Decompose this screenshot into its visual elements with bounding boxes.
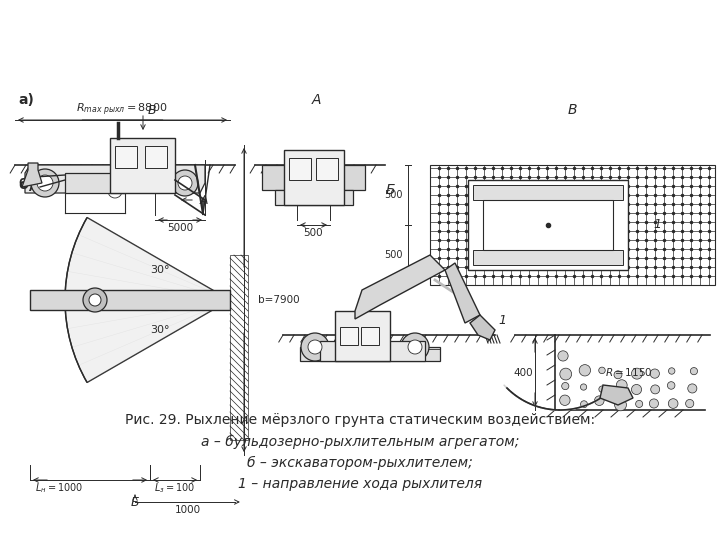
Text: 500: 500 <box>384 250 403 260</box>
Text: $R=1150$: $R=1150$ <box>605 367 652 379</box>
Text: $L_н=1000$: $L_н=1000$ <box>35 481 84 495</box>
Bar <box>275 190 353 205</box>
Text: 1: 1 <box>498 314 506 327</box>
Bar <box>300 347 440 361</box>
Circle shape <box>580 401 588 408</box>
Text: 30°: 30° <box>150 265 170 275</box>
Circle shape <box>651 385 660 394</box>
Bar <box>110 138 175 193</box>
Text: 500: 500 <box>384 190 403 200</box>
Circle shape <box>616 380 627 390</box>
Circle shape <box>668 368 675 374</box>
Circle shape <box>562 382 569 390</box>
Circle shape <box>108 184 122 198</box>
Circle shape <box>649 399 659 408</box>
Circle shape <box>688 384 697 393</box>
Circle shape <box>308 340 322 354</box>
Text: Б: Б <box>385 183 395 197</box>
Circle shape <box>336 333 364 361</box>
Bar <box>289 158 311 180</box>
Text: $R_{max\ рыхл}=8800$: $R_{max\ рыхл}=8800$ <box>76 102 168 118</box>
Text: 30°: 30° <box>150 325 170 335</box>
Text: 1 – направление хода рыхлителя: 1 – направление хода рыхлителя <box>238 477 482 491</box>
Bar <box>468 180 628 270</box>
Bar <box>473 185 623 200</box>
Circle shape <box>343 340 357 354</box>
Circle shape <box>636 400 643 408</box>
Polygon shape <box>445 263 480 323</box>
Circle shape <box>599 367 606 374</box>
Bar <box>145 146 167 168</box>
Text: а): а) <box>18 93 34 107</box>
Bar <box>361 327 379 345</box>
Bar <box>430 165 715 285</box>
Polygon shape <box>470 315 495 340</box>
Text: 5000: 5000 <box>167 223 193 233</box>
Bar <box>230 255 248 440</box>
Text: а – бульдозерно-рыхлительным агрегатом;: а – бульдозерно-рыхлительным агрегатом; <box>201 435 519 449</box>
Circle shape <box>650 369 660 378</box>
Circle shape <box>631 368 642 379</box>
Circle shape <box>558 351 568 361</box>
Circle shape <box>615 399 626 411</box>
Circle shape <box>685 400 694 408</box>
Text: 1: 1 <box>603 183 613 197</box>
Text: A: A <box>200 193 209 206</box>
Text: 1: 1 <box>653 219 661 232</box>
Text: Рис. 29. Рыхление мёрзлого грунта статическим воздействием:: Рис. 29. Рыхление мёрзлого грунта статич… <box>125 413 595 427</box>
Bar <box>115 146 137 168</box>
Wedge shape <box>65 218 230 382</box>
Circle shape <box>631 384 642 395</box>
Circle shape <box>614 371 622 379</box>
Circle shape <box>667 382 675 389</box>
Text: Б: Б <box>131 496 139 509</box>
Polygon shape <box>25 165 205 193</box>
Polygon shape <box>600 385 633 405</box>
Bar <box>335 165 365 190</box>
Bar <box>30 290 230 310</box>
Circle shape <box>579 364 590 376</box>
Bar <box>284 150 344 205</box>
Circle shape <box>580 384 587 390</box>
Text: 1000: 1000 <box>175 505 201 515</box>
Circle shape <box>595 396 604 406</box>
Text: б): б) <box>18 178 34 192</box>
Circle shape <box>89 294 101 306</box>
Text: A: A <box>311 93 320 107</box>
Bar <box>316 158 338 180</box>
Text: B: B <box>148 104 157 117</box>
Text: 400: 400 <box>513 368 533 378</box>
Text: b=7900: b=7900 <box>258 295 300 305</box>
Bar <box>340 327 358 345</box>
Circle shape <box>408 340 422 354</box>
Bar <box>483 200 613 250</box>
Circle shape <box>668 399 678 408</box>
Circle shape <box>31 169 59 197</box>
Bar <box>335 311 390 361</box>
Circle shape <box>37 175 53 191</box>
Bar <box>473 250 623 265</box>
Circle shape <box>172 170 198 196</box>
Circle shape <box>401 333 429 361</box>
Circle shape <box>560 368 572 380</box>
Circle shape <box>178 176 192 190</box>
Bar <box>262 165 292 190</box>
Text: 500: 500 <box>304 228 323 238</box>
Circle shape <box>599 386 606 393</box>
Circle shape <box>301 333 329 361</box>
Text: $L_з=100$: $L_з=100$ <box>154 481 196 495</box>
Polygon shape <box>355 255 445 319</box>
Bar <box>320 341 425 361</box>
Bar <box>65 173 125 193</box>
Text: B: B <box>567 103 577 117</box>
Circle shape <box>83 288 107 312</box>
Polygon shape <box>22 163 42 187</box>
Circle shape <box>690 368 698 375</box>
Text: б – экскаватором-рыхлителем;: б – экскаватором-рыхлителем; <box>247 456 473 470</box>
Circle shape <box>559 395 570 406</box>
Bar <box>295 165 303 190</box>
